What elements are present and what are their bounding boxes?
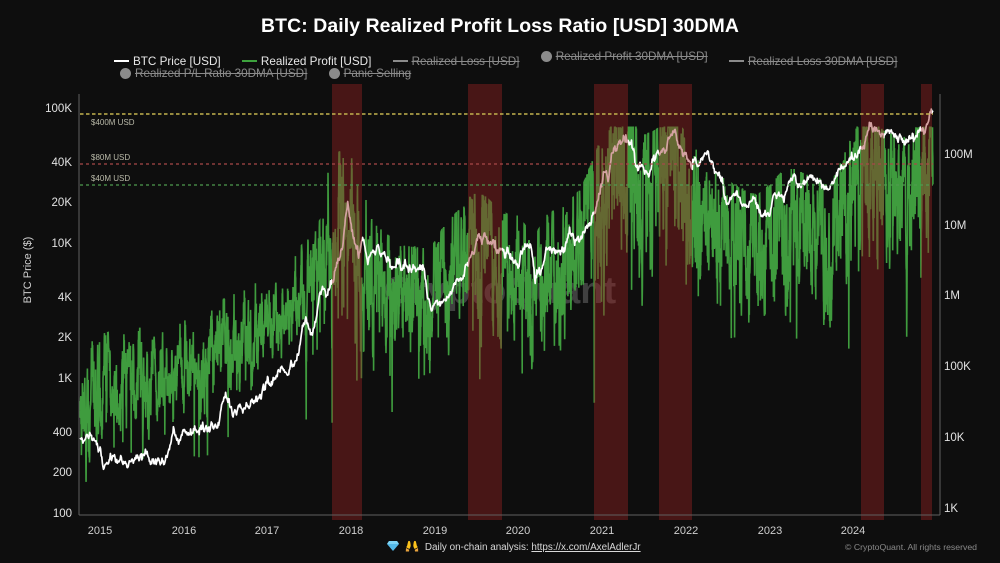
svg-text:2K: 2K xyxy=(58,332,72,344)
svg-text:2020: 2020 xyxy=(506,525,530,537)
svg-text:10K: 10K xyxy=(52,238,73,250)
svg-text:10K: 10K xyxy=(944,432,965,444)
svg-text:200: 200 xyxy=(53,467,72,479)
svg-text:10M: 10M xyxy=(944,220,966,232)
svg-text:2023: 2023 xyxy=(758,525,782,537)
svg-text:20K: 20K xyxy=(52,197,73,209)
svg-text:$40M USD: $40M USD xyxy=(91,174,130,183)
svg-text:2022: 2022 xyxy=(674,525,698,537)
svg-text:400: 400 xyxy=(53,427,72,439)
svg-text:2024: 2024 xyxy=(841,525,865,537)
svg-text:$80M USD: $80M USD xyxy=(91,153,130,162)
svg-text:100M: 100M xyxy=(944,149,973,161)
svg-text:100K: 100K xyxy=(944,361,971,373)
svg-text:2016: 2016 xyxy=(172,525,196,537)
svg-text:100K: 100K xyxy=(45,103,72,115)
svg-text:2018: 2018 xyxy=(339,525,363,537)
svg-text:1K: 1K xyxy=(944,503,958,515)
svg-text:2015: 2015 xyxy=(88,525,112,537)
svg-text:1M: 1M xyxy=(944,290,960,302)
svg-text:BTC Price ($): BTC Price ($) xyxy=(22,237,34,304)
svg-text:$400M USD: $400M USD xyxy=(91,118,135,127)
svg-text:100: 100 xyxy=(53,508,72,520)
svg-text:2021: 2021 xyxy=(590,525,614,537)
svg-text:2019: 2019 xyxy=(423,525,447,537)
svg-text:40K: 40K xyxy=(52,157,73,169)
svg-text:4K: 4K xyxy=(58,292,72,304)
svg-text:1K: 1K xyxy=(58,373,72,385)
svg-text:2017: 2017 xyxy=(255,525,279,537)
